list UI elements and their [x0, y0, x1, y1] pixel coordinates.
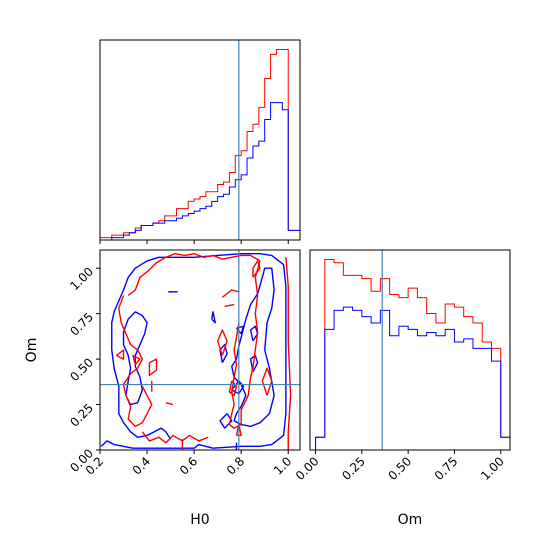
- x-tick-label: 0.00: [293, 454, 322, 483]
- x-tick-label: 0.4: [130, 454, 153, 477]
- contour-red: [252, 260, 261, 278]
- contour-blue: [122, 311, 148, 406]
- x-tick-label: 1.0: [271, 454, 294, 477]
- contour-red: [116, 349, 125, 360]
- x-tick-label: 0.25: [339, 454, 368, 483]
- contour-blue: [100, 252, 287, 449]
- contour-red: [228, 260, 261, 429]
- contour-blue: [231, 380, 245, 395]
- axis-frame: [309, 249, 511, 451]
- x-tick-label: 0.50: [385, 454, 414, 483]
- contour-red: [141, 431, 209, 444]
- contour-red: [261, 367, 273, 396]
- contour-red: [148, 358, 158, 377]
- x-tick-label: 0.8: [224, 454, 247, 477]
- contour-blue: [231, 267, 275, 428]
- axis-frame: [99, 249, 301, 451]
- x-tick-label: 1.00: [478, 454, 507, 483]
- x-axis-label-h0: H0: [190, 512, 209, 528]
- om-histogram-panel: 0.00 0.25 0.50 0.75 1.00: [293, 249, 511, 483]
- x-axis-label-om: Om: [398, 512, 423, 528]
- contour-red: [285, 257, 292, 450]
- contour-red: [224, 303, 235, 308]
- contour-blue: [219, 343, 228, 364]
- contour-red: [165, 402, 174, 406]
- contour-blue: [211, 311, 216, 324]
- histogram-series-red: [99, 49, 300, 240]
- axis-frame: [99, 39, 301, 241]
- y-tick-label: 0.25: [67, 401, 96, 430]
- y-tick-label: 0.75: [67, 310, 96, 339]
- contour-blue: [249, 325, 259, 342]
- histogram-series-blue: [315, 306, 510, 450]
- histogram-series-red: [315, 259, 510, 450]
- y-tick-label: 0.50: [67, 355, 96, 384]
- x-tick-label: 0.6: [177, 454, 200, 477]
- y-tick-label: 1.00: [67, 264, 96, 293]
- contour-red: [132, 354, 141, 366]
- y-axis-label-om: Om: [24, 338, 40, 363]
- contour-red: [127, 252, 261, 297]
- histogram-series-blue: [100, 102, 300, 241]
- x-tick-label: 0.75: [432, 454, 461, 483]
- h0-om-contour-panel: 0.2 0.4 0.6 0.8 1.00.000.250.500.751.00: [67, 249, 301, 478]
- h0-histogram-panel: [99, 39, 301, 244]
- contour-red: [221, 289, 239, 298]
- contour-red: [216, 329, 228, 356]
